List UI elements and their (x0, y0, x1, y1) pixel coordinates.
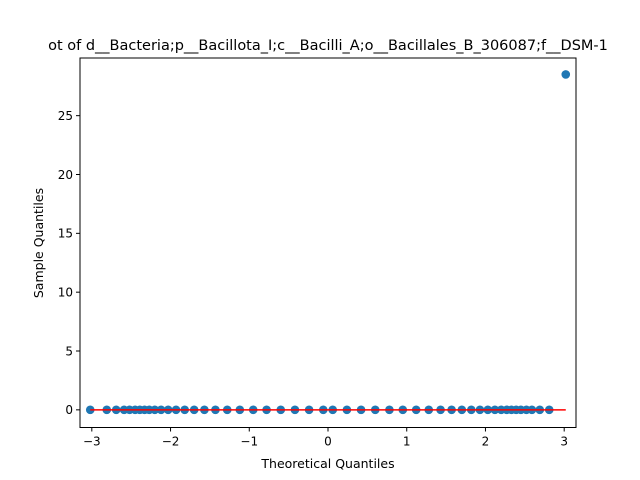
x-tick-label: 2 (482, 435, 490, 449)
x-axis: −3 −2 −1 0 1 2 3 (83, 427, 568, 449)
y-tick-label: 0 (65, 403, 73, 417)
x-tick-label: −1 (240, 435, 258, 449)
y-axis: 0 5 10 15 20 25 (58, 109, 80, 417)
plot-marks (85, 70, 571, 415)
x-tick-label: −3 (83, 435, 101, 449)
y-tick-label: 15 (58, 227, 73, 241)
x-axis-label: Theoretical Quantiles (260, 456, 394, 471)
x-tick-label: 0 (324, 435, 332, 449)
x-tick-label: 3 (560, 435, 568, 449)
x-tick-label: 1 (403, 435, 411, 449)
x-tick-label: −2 (162, 435, 180, 449)
chart-title: ot of d__Bacteria;p__Bacillota_I;c__Baci… (48, 38, 608, 54)
y-axis-label: Sample Quantiles (31, 188, 46, 298)
data-point (561, 70, 571, 79)
y-tick-label: 25 (58, 109, 73, 123)
y-tick-label: 5 (65, 344, 73, 358)
y-tick-label: 10 (58, 285, 73, 299)
y-tick-label: 20 (58, 168, 73, 182)
